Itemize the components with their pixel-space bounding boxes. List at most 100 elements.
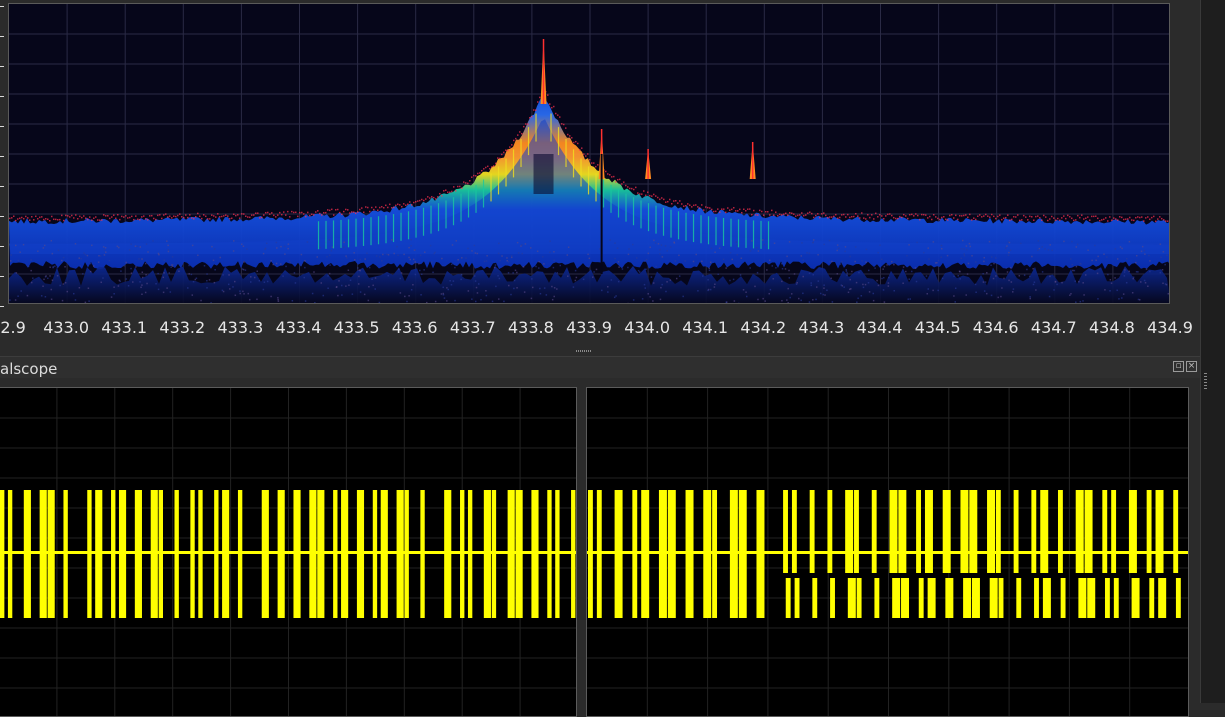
scope-panel-right[interactable]: [586, 387, 1189, 717]
scope-pulse: [135, 490, 142, 618]
panel-splitter[interactable]: [0, 348, 1200, 356]
scope-pulse: [190, 490, 194, 618]
scope-pulse: [492, 490, 496, 618]
scope-pulse: [597, 490, 602, 618]
scope-pulse: [317, 490, 324, 618]
scope-pulse: [756, 490, 764, 618]
spectrum-canvas: [9, 4, 1170, 304]
scope-baseline: [587, 551, 1189, 554]
freq-label: 433.9: [566, 318, 612, 337]
freq-label: 433.2: [159, 318, 205, 337]
scope-pulse: [48, 490, 55, 618]
right-scrollbar[interactable]: [1200, 0, 1225, 703]
scope-pulse: [588, 490, 593, 618]
scrollbar-grip[interactable]: [1204, 371, 1207, 389]
y-axis-tick: [0, 246, 4, 247]
spectrum-display[interactable]: 32.9433.0433.1433.2433.3433.4433.5433.64…: [0, 0, 1200, 348]
scope-pulse: [341, 490, 348, 618]
y-axis-tick: [0, 186, 4, 187]
scope-pulse: [373, 490, 377, 618]
freq-label: 433.1: [101, 318, 147, 337]
float-window-icon[interactable]: ▫: [1173, 361, 1184, 372]
scope-pulse: [111, 490, 115, 618]
freq-label: 434.6: [973, 318, 1019, 337]
close-icon[interactable]: ×: [1186, 361, 1197, 372]
scope-pulse: [547, 490, 551, 618]
freq-label: 434.7: [1031, 318, 1077, 337]
scope-pulse: [659, 490, 667, 618]
scope-pulse: [703, 490, 711, 618]
scope-pulse: [214, 490, 218, 618]
scope-pulse: [63, 490, 67, 618]
scope-pulse: [420, 490, 424, 618]
scope-pulse: [712, 490, 717, 618]
freq-label: 32.9: [0, 318, 26, 337]
scope-pulse: [238, 490, 242, 618]
scope-area: [0, 378, 1200, 703]
scope-pulse: [119, 490, 126, 618]
scope-pulse: [641, 490, 649, 618]
scope-pulse: [460, 490, 464, 618]
scope-pulse: [516, 490, 523, 618]
scope-pulse: [174, 490, 178, 618]
scope-pulse: [262, 490, 269, 618]
scope-pulse: [468, 490, 472, 618]
freq-label: 433.4: [276, 318, 322, 337]
scope-pulse: [159, 490, 163, 618]
y-axis-tick: [0, 6, 4, 7]
freq-label: 434.3: [798, 318, 844, 337]
scope-pulse: [484, 490, 491, 618]
scope-pulse: [293, 490, 300, 618]
scope-pulse: [405, 490, 409, 618]
scope-pulse: [555, 490, 559, 618]
scope-pulse: [730, 490, 738, 618]
y-axis-tick: [0, 306, 4, 307]
scope-pulse: [571, 490, 575, 618]
scope-pulse: [198, 490, 202, 618]
freq-label: 433.7: [450, 318, 496, 337]
scope-pulse: [87, 490, 91, 618]
scope-pulse: [333, 490, 337, 618]
scope-pulse: [397, 490, 404, 618]
scope-pulse: [739, 490, 747, 618]
y-axis-tick: [0, 66, 4, 67]
freq-label: 433.8: [508, 318, 554, 337]
freq-label: 434.0: [624, 318, 670, 337]
scope-pulse: [632, 490, 637, 618]
freq-label: 434.1: [682, 318, 728, 337]
scope-pulse: [444, 490, 451, 618]
freq-label: 434.2: [740, 318, 786, 337]
scope-pulse: [0, 490, 4, 618]
scope-pulse: [508, 490, 515, 618]
freq-label: 433.6: [392, 318, 438, 337]
freq-label: 433.3: [217, 318, 263, 337]
scope-pulse: [95, 490, 102, 618]
freq-label: 433.5: [334, 318, 380, 337]
scope-title: alscope: [0, 360, 57, 378]
scope-panel-left[interactable]: [0, 387, 577, 717]
splitter-grip[interactable]: [576, 350, 592, 352]
y-axis-tick: [0, 216, 4, 217]
freq-label: 434.5: [915, 318, 961, 337]
scope-pulse: [615, 490, 623, 618]
y-axis-tick: [0, 276, 4, 277]
scope-pulse: [8, 490, 12, 618]
waterfall-spectrum-plot[interactable]: [8, 3, 1170, 304]
y-axis-tick: [0, 36, 4, 37]
scope-dock-header: alscope ▫ ×: [0, 356, 1200, 379]
frequency-axis: 32.9433.0433.1433.2433.3433.4433.5433.64…: [0, 318, 1200, 340]
y-axis-tick: [0, 156, 4, 157]
y-axis-tick: [0, 126, 4, 127]
y-axis-tick: [0, 96, 4, 97]
scope-pulse: [686, 490, 694, 618]
scope-pulse: [668, 490, 676, 618]
freq-label: 434.8: [1089, 318, 1135, 337]
scope-pulse: [381, 490, 388, 618]
scope-trace-left: [0, 388, 577, 717]
scope-pulse: [24, 490, 31, 618]
freq-label: 434.4: [857, 318, 903, 337]
scope-pulse: [357, 490, 364, 618]
scope-pulse: [222, 490, 229, 618]
scope-pulse: [309, 490, 316, 618]
scope-pulse: [40, 490, 47, 618]
